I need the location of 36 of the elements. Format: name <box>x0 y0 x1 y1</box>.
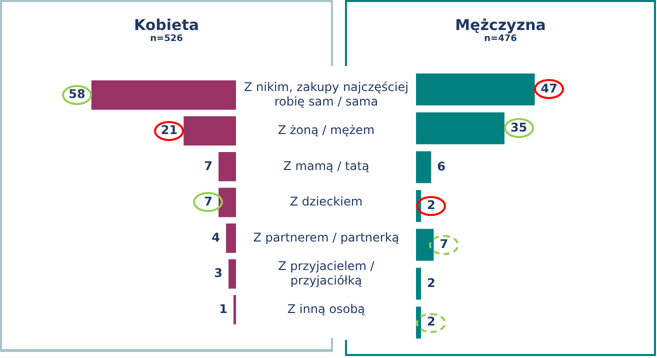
y-tick-label: Z żoną / mężem <box>278 122 375 137</box>
y-tick-label: Z mamą / tatą <box>283 158 370 173</box>
data-label: 35 <box>510 120 528 134</box>
data-label: 58 <box>68 87 86 102</box>
bar <box>228 259 236 289</box>
chart-title: Kobieta <box>132 16 200 34</box>
data-label: 4 <box>212 230 220 244</box>
data-label: 21 <box>160 122 178 137</box>
y-tick-label: Z inną osobą <box>287 302 366 316</box>
data-label: 6 <box>437 159 446 174</box>
data-label: 47 <box>540 82 558 96</box>
data-label: 2 <box>427 198 436 212</box>
y-tick-label: Z przyjacielem / przyjaciółką <box>278 258 376 288</box>
bar <box>416 112 504 144</box>
data-label: 7 <box>204 194 213 209</box>
bar <box>416 268 422 300</box>
bar <box>416 73 535 106</box>
chart-title: Mężczyzna <box>454 16 547 34</box>
bar <box>416 228 434 261</box>
y-tick-label: Z nikim, zakupy najczęściej robię sam / sama <box>244 80 408 108</box>
data-label: 1 <box>219 302 228 316</box>
bar <box>91 80 236 110</box>
bar <box>218 188 236 218</box>
bar <box>226 224 236 253</box>
chart-subtitle: n=526 <box>149 34 184 44</box>
data-label: 7 <box>440 236 448 251</box>
y-tick-label: Z partnerem / partnerką <box>253 230 400 244</box>
data-label: 7 <box>204 158 213 173</box>
bar <box>218 152 236 182</box>
data-label: 3 <box>214 266 223 280</box>
bar <box>416 151 432 184</box>
data-label: 2 <box>427 314 436 329</box>
chart-subtitle: n=476 <box>483 34 518 44</box>
data-label: 2 <box>427 276 436 290</box>
bar <box>184 116 236 146</box>
y-tick-label: Z dzieckiem <box>290 194 363 209</box>
